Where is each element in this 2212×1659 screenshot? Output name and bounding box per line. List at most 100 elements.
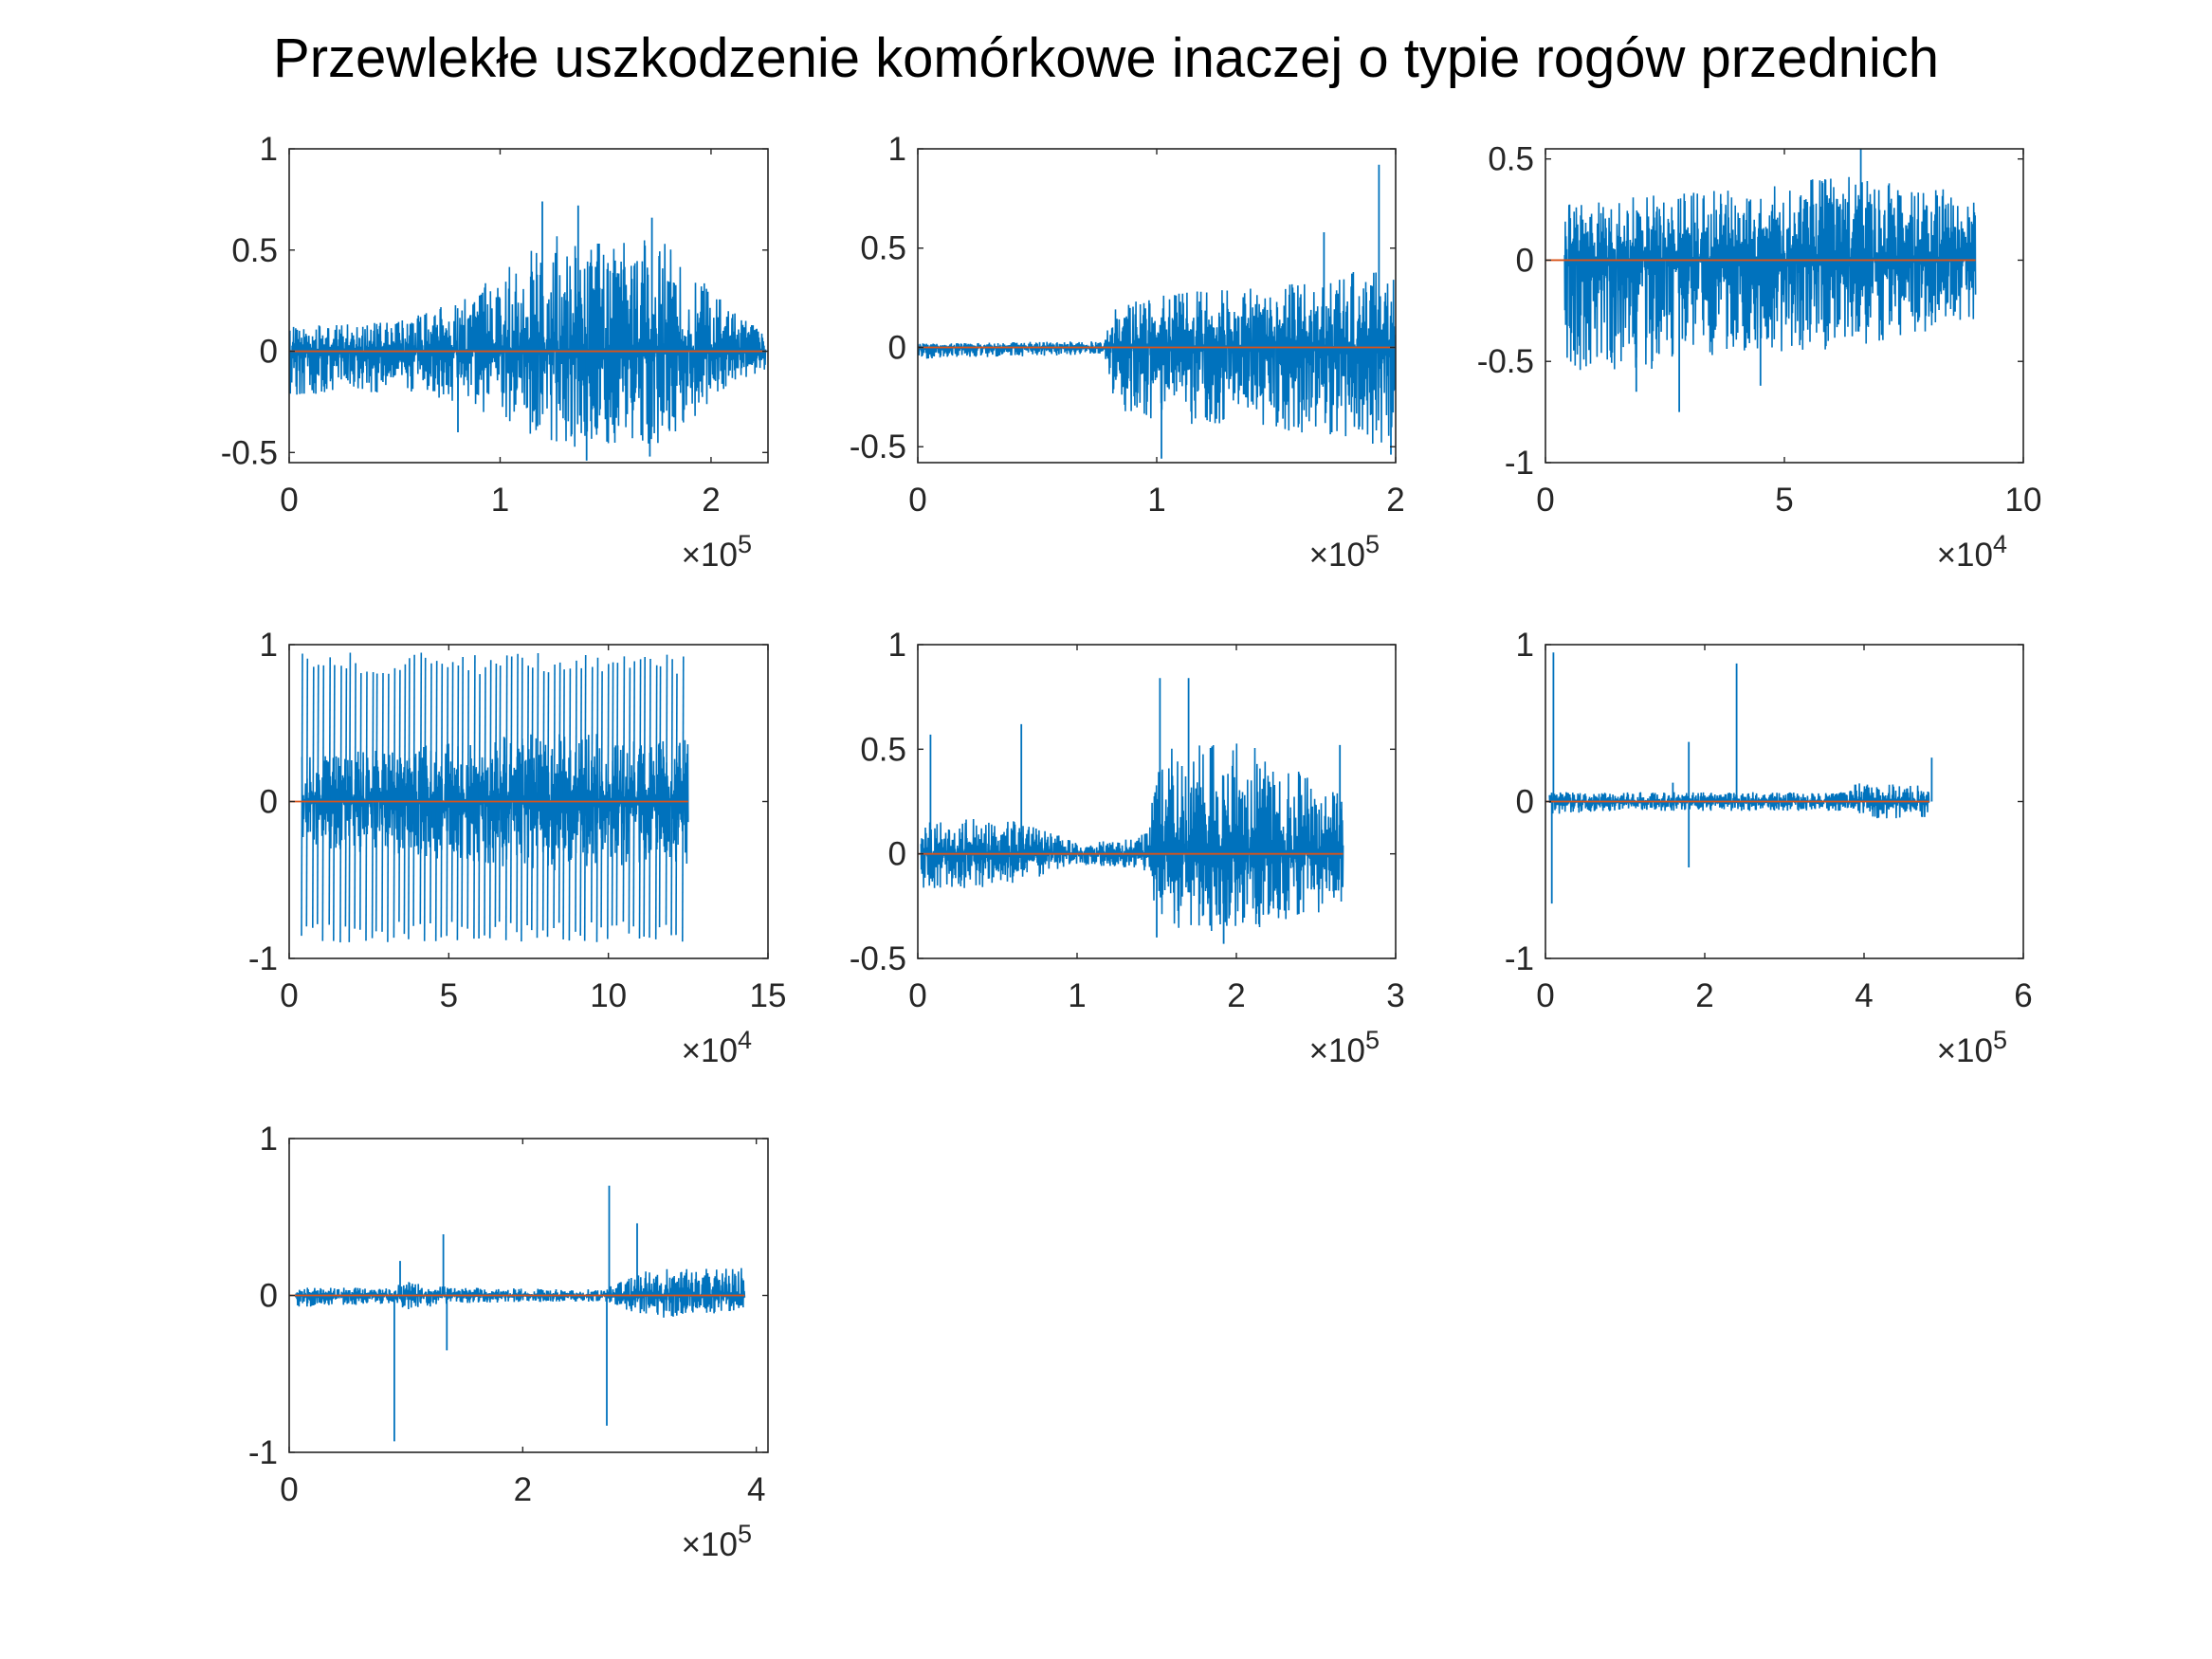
signal-spike	[558, 662, 561, 923]
signal-spike	[488, 660, 492, 939]
figure-title: Przewlekłe uszkodzenie komórkowe inaczej…	[273, 27, 1939, 89]
plot-area	[289, 149, 768, 463]
y-tick-label: -1	[248, 940, 278, 977]
x-tick-label: 0	[280, 1471, 298, 1508]
signal-spike	[521, 657, 523, 942]
x-exponent-label: ×104	[682, 1026, 752, 1069]
subplot-5: 0 1 2 3-0.500.51×105	[850, 627, 1405, 1069]
y-tick-label: 1	[260, 1121, 278, 1158]
x-tick-label: 10	[590, 977, 627, 1014]
signal-spike	[344, 667, 348, 927]
y-tick-label: 0	[1516, 242, 1534, 279]
y-tick-label: 0	[888, 836, 906, 873]
signal-spike	[354, 663, 356, 929]
signal-spike	[622, 656, 626, 922]
subplot-6: 0 2 4 6-101×105	[1505, 627, 2033, 1069]
signal-spike	[305, 658, 309, 927]
y-tick-label: 0	[260, 334, 278, 371]
y-tick-label: 0.5	[231, 232, 278, 269]
x-tick-label: 0	[1536, 482, 1554, 519]
signal-spike	[498, 665, 502, 922]
signal-spike	[632, 661, 635, 927]
x-exponent-label: ×105	[682, 1520, 752, 1563]
signal-spike	[658, 665, 662, 928]
signal-spike	[403, 664, 407, 935]
signal-spike	[675, 673, 678, 936]
signal-spike	[450, 662, 454, 922]
y-tick-label: 0.5	[860, 230, 906, 267]
y-tick-label: 0	[888, 329, 906, 366]
signal-spike	[553, 664, 556, 929]
signal-spike	[333, 665, 336, 941]
signal-trace	[1548, 783, 1930, 819]
signal-spike	[526, 665, 529, 926]
signal-spike	[312, 666, 315, 928]
x-tick-label: 1	[1147, 482, 1165, 519]
x-tick-label: 1	[1068, 977, 1086, 1014]
x-tick-label: 2	[1386, 482, 1404, 519]
x-tick-label: 2	[702, 482, 720, 519]
signal-spike	[398, 669, 401, 922]
y-tick-label: 0.5	[860, 731, 906, 768]
y-tick-label: -0.5	[221, 434, 278, 471]
signal-spike	[412, 654, 415, 926]
y-tick-label: 1	[260, 627, 278, 664]
subplot-2: 0 1 2-0.500.51×105	[850, 131, 1405, 574]
x-tick-label: 5	[440, 977, 458, 1014]
signal-trace	[918, 271, 1396, 445]
x-tick-label: 4	[1855, 977, 1873, 1014]
x-tick-label: 2	[514, 1471, 532, 1508]
signal-spike	[375, 673, 378, 932]
signal-spike	[611, 662, 614, 926]
subplot-1: 0 1 2-0.500.51×105	[221, 131, 769, 574]
x-tick-label: 2	[1227, 977, 1245, 1014]
y-tick-label: 1	[260, 131, 278, 168]
signal-spike	[504, 655, 508, 940]
signal-spike	[339, 665, 342, 943]
y-tick-label: 0	[1516, 784, 1534, 821]
plot-content	[289, 1185, 746, 1442]
signal-spike	[440, 664, 444, 938]
plot-content	[918, 164, 1396, 459]
y-tick-label: -0.5	[850, 428, 906, 465]
x-tick-label: 5	[1775, 482, 1793, 519]
signal-spike	[682, 656, 685, 942]
signal-spike	[419, 652, 423, 924]
signal-spike	[466, 669, 469, 929]
signal-spike	[387, 673, 390, 942]
signal-spike	[456, 665, 460, 940]
x-tick-label: 1	[491, 482, 509, 519]
x-tick-label: 6	[2014, 977, 2032, 1014]
plot-content	[1545, 652, 1933, 904]
signal-spike	[600, 671, 603, 928]
y-tick-label: 1	[1516, 627, 1534, 664]
x-tick-label: 0	[1536, 977, 1554, 1014]
signal-spike	[328, 657, 331, 925]
signal-spike	[546, 672, 550, 938]
signal-spike	[317, 665, 320, 924]
x-tick-label: 4	[747, 1471, 765, 1508]
signal-spike	[423, 657, 427, 941]
signal-spike	[371, 671, 375, 939]
y-tick-label: 0	[260, 1278, 278, 1315]
x-exponent-label: ×105	[682, 530, 752, 574]
signal-spike	[638, 659, 642, 939]
y-tick-label: -1	[1505, 445, 1534, 482]
signal-spike	[536, 652, 539, 939]
signal-spike	[643, 656, 646, 938]
signal-spike	[595, 657, 599, 942]
signal-trace	[289, 236, 767, 447]
y-tick-label: -0.5	[850, 940, 906, 977]
signal-trace	[1563, 176, 1977, 371]
signal-spike	[321, 665, 325, 941]
x-tick-label: 0	[908, 482, 926, 519]
axes-box	[288, 148, 769, 464]
y-tick-label: 0.5	[1488, 141, 1534, 178]
y-tick-label: -0.5	[1477, 343, 1534, 380]
signal-spike	[568, 668, 572, 941]
y-tick-label: -1	[1505, 940, 1534, 977]
signal-spike	[583, 654, 587, 941]
signal-spike	[494, 663, 498, 927]
signal-spike	[531, 667, 534, 931]
signal-spike	[365, 671, 368, 941]
